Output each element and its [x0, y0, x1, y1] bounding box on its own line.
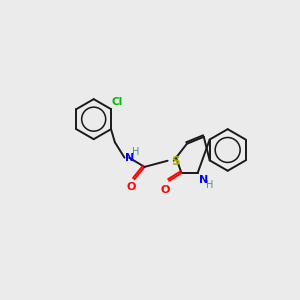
- Text: S: S: [171, 155, 179, 168]
- Text: O: O: [127, 182, 136, 192]
- Text: H: H: [132, 147, 140, 157]
- Text: Cl: Cl: [112, 97, 123, 107]
- Text: H: H: [206, 180, 214, 190]
- Text: N: N: [125, 153, 134, 163]
- Text: N: N: [199, 175, 208, 184]
- Text: O: O: [160, 184, 170, 195]
